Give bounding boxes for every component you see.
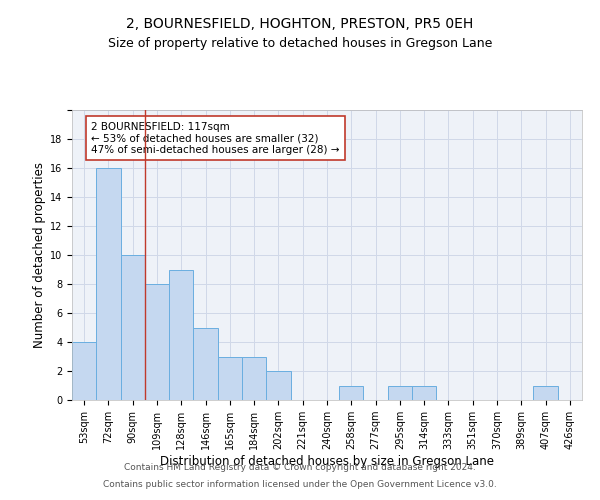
Text: Contains HM Land Registry data © Crown copyright and database right 2024.: Contains HM Land Registry data © Crown c…: [124, 464, 476, 472]
Bar: [72, 342, 96, 400]
Bar: [339, 386, 364, 400]
Bar: [218, 356, 242, 400]
Bar: [242, 356, 266, 400]
Bar: [193, 328, 218, 400]
Bar: [388, 386, 412, 400]
Bar: [121, 255, 145, 400]
Bar: [169, 270, 193, 400]
Bar: [266, 371, 290, 400]
Text: Contains public sector information licensed under the Open Government Licence v3: Contains public sector information licen…: [103, 480, 497, 489]
Bar: [533, 386, 558, 400]
Bar: [412, 386, 436, 400]
Text: Size of property relative to detached houses in Gregson Lane: Size of property relative to detached ho…: [108, 38, 492, 51]
Bar: [145, 284, 169, 400]
X-axis label: Distribution of detached houses by size in Gregson Lane: Distribution of detached houses by size …: [160, 455, 494, 468]
Text: 2 BOURNESFIELD: 117sqm
← 53% of detached houses are smaller (32)
47% of semi-det: 2 BOURNESFIELD: 117sqm ← 53% of detached…: [91, 122, 340, 155]
Y-axis label: Number of detached properties: Number of detached properties: [33, 162, 46, 348]
Bar: [96, 168, 121, 400]
Text: 2, BOURNESFIELD, HOGHTON, PRESTON, PR5 0EH: 2, BOURNESFIELD, HOGHTON, PRESTON, PR5 0…: [127, 18, 473, 32]
